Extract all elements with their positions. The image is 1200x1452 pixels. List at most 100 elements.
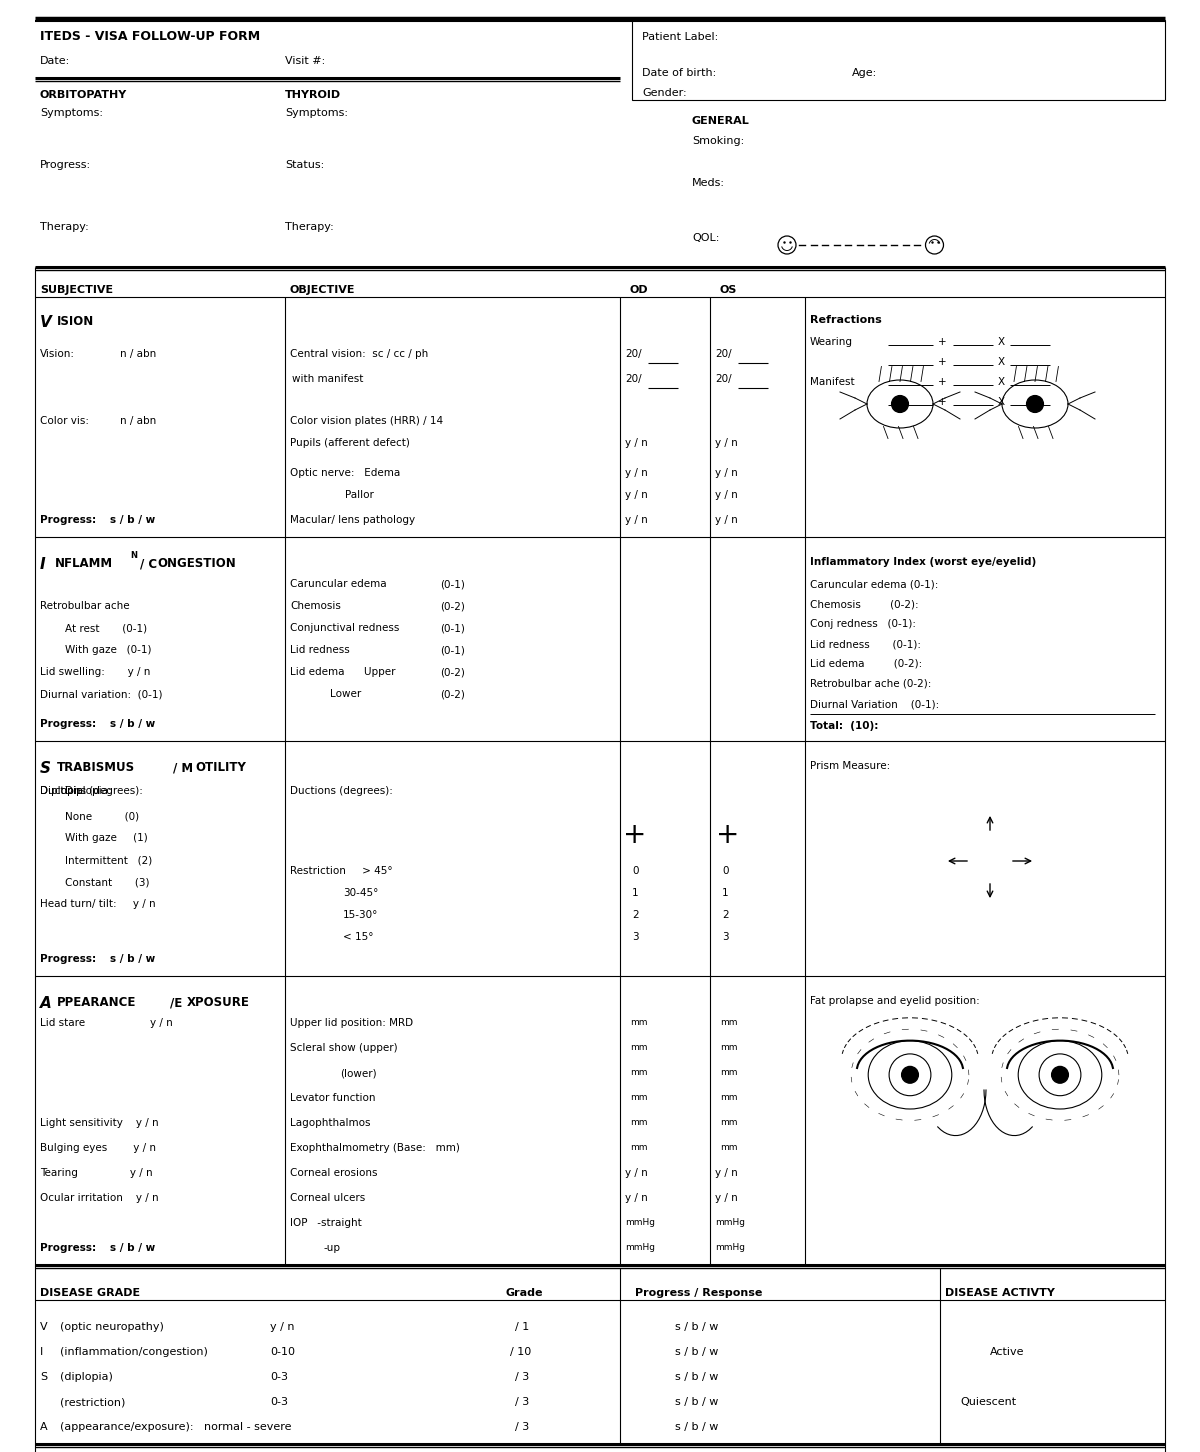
Text: Gender:: Gender: bbox=[642, 89, 686, 97]
Text: 3: 3 bbox=[632, 932, 638, 942]
Text: 0-3: 0-3 bbox=[270, 1397, 288, 1407]
Text: Therapy:: Therapy: bbox=[286, 222, 334, 232]
Text: Tearing                y / n: Tearing y / n bbox=[40, 1167, 152, 1178]
Text: Light sensitivity    y / n: Light sensitivity y / n bbox=[40, 1118, 158, 1128]
Text: mmHg: mmHg bbox=[625, 1218, 655, 1227]
Text: Lid stare: Lid stare bbox=[40, 1018, 85, 1028]
Text: ISION: ISION bbox=[58, 315, 95, 328]
Text: 0: 0 bbox=[722, 865, 728, 876]
Text: Quiescent: Quiescent bbox=[960, 1397, 1016, 1407]
Text: X: X bbox=[998, 396, 1006, 407]
Text: 30-45°: 30-45° bbox=[343, 889, 378, 897]
Text: V: V bbox=[40, 1321, 48, 1331]
Text: S: S bbox=[40, 761, 50, 775]
Text: Corneal ulcers: Corneal ulcers bbox=[290, 1194, 365, 1204]
Text: mm: mm bbox=[720, 1018, 738, 1027]
Text: y / n: y / n bbox=[625, 439, 648, 449]
Text: 20/: 20/ bbox=[715, 348, 732, 359]
Text: y / n: y / n bbox=[625, 1194, 648, 1204]
Text: Symptoms:: Symptoms: bbox=[286, 107, 348, 118]
Text: y / n: y / n bbox=[715, 489, 738, 499]
Text: mm: mm bbox=[630, 1093, 648, 1102]
Text: DISEASE GRADE: DISEASE GRADE bbox=[40, 1288, 140, 1298]
Text: (0-2): (0-2) bbox=[440, 666, 464, 677]
Text: (0-1): (0-1) bbox=[440, 645, 464, 655]
Text: OBJECTIVE: OBJECTIVE bbox=[290, 285, 355, 295]
Text: n / abn: n / abn bbox=[120, 348, 156, 359]
Text: mm: mm bbox=[720, 1118, 738, 1127]
Text: 0: 0 bbox=[632, 865, 638, 876]
Text: X: X bbox=[998, 378, 1006, 388]
Text: Symptoms:: Symptoms: bbox=[40, 107, 103, 118]
Text: Total:  (10):: Total: (10): bbox=[810, 722, 878, 730]
Text: ONGESTION: ONGESTION bbox=[157, 558, 235, 571]
Text: mm: mm bbox=[630, 1018, 648, 1027]
Text: Therapy:: Therapy: bbox=[40, 222, 89, 232]
Text: (0-2): (0-2) bbox=[440, 601, 464, 611]
Text: Pupils (afferent defect): Pupils (afferent defect) bbox=[290, 439, 410, 449]
Text: 2: 2 bbox=[722, 910, 728, 921]
Text: Progress / Response: Progress / Response bbox=[635, 1288, 762, 1298]
Text: / 3: / 3 bbox=[515, 1397, 529, 1407]
Text: 0-10: 0-10 bbox=[270, 1347, 295, 1358]
Text: 3: 3 bbox=[722, 932, 728, 942]
Text: 2: 2 bbox=[632, 910, 638, 921]
Text: Lower: Lower bbox=[330, 690, 361, 698]
Text: 1: 1 bbox=[632, 889, 638, 897]
Text: Optic nerve:   Edema: Optic nerve: Edema bbox=[290, 468, 401, 478]
Text: Ductions (degrees):: Ductions (degrees): bbox=[290, 786, 392, 796]
Text: Constant       (3): Constant (3) bbox=[65, 877, 150, 887]
Text: Date:: Date: bbox=[40, 57, 71, 65]
Text: S: S bbox=[40, 1372, 47, 1382]
Text: V: V bbox=[40, 315, 52, 330]
Text: Central vision:  sc / cc / ph: Central vision: sc / cc / ph bbox=[290, 348, 428, 359]
Text: Wearing: Wearing bbox=[810, 337, 853, 347]
Text: s / b / w: s / b / w bbox=[110, 954, 155, 964]
Text: Conj redness   (0-1):: Conj redness (0-1): bbox=[810, 619, 916, 629]
Text: / 3: / 3 bbox=[515, 1372, 529, 1382]
Text: 20/: 20/ bbox=[625, 375, 642, 383]
Text: mmHg: mmHg bbox=[715, 1243, 745, 1252]
Text: 1: 1 bbox=[722, 889, 728, 897]
Text: Restriction     > 45°: Restriction > 45° bbox=[290, 865, 392, 876]
Text: 0-3: 0-3 bbox=[270, 1372, 288, 1382]
Text: y / n: y / n bbox=[625, 468, 648, 478]
Text: Head turn/ tilt:     y / n: Head turn/ tilt: y / n bbox=[40, 899, 156, 909]
Text: PPEARANCE: PPEARANCE bbox=[58, 996, 137, 1009]
Text: y / n: y / n bbox=[625, 515, 648, 526]
Text: s / b / w: s / b / w bbox=[110, 515, 155, 526]
Text: +: + bbox=[938, 337, 947, 347]
Text: Lid redness: Lid redness bbox=[290, 645, 349, 655]
Text: Prism Measure:: Prism Measure: bbox=[810, 761, 890, 771]
Text: mm: mm bbox=[630, 1043, 648, 1053]
Circle shape bbox=[892, 395, 908, 412]
Text: Progress:: Progress: bbox=[40, 160, 91, 170]
Text: +: + bbox=[938, 378, 947, 388]
Text: Lid redness       (0-1):: Lid redness (0-1): bbox=[810, 639, 922, 649]
Text: N: N bbox=[130, 550, 137, 560]
Text: mmHg: mmHg bbox=[625, 1243, 655, 1252]
Text: None          (0): None (0) bbox=[65, 812, 139, 820]
Text: y / n: y / n bbox=[715, 515, 738, 526]
Text: / C: / C bbox=[140, 558, 157, 571]
Text: s / b / w: s / b / w bbox=[674, 1347, 719, 1358]
Text: Refractions: Refractions bbox=[810, 315, 882, 325]
Text: (optic neuropathy): (optic neuropathy) bbox=[60, 1321, 164, 1331]
Text: With gaze   (0-1): With gaze (0-1) bbox=[65, 645, 151, 655]
Text: Fat prolapse and eyelid position:: Fat prolapse and eyelid position: bbox=[810, 996, 979, 1006]
Circle shape bbox=[1027, 395, 1044, 412]
Text: Progress:: Progress: bbox=[40, 1243, 96, 1253]
Text: Ocular irritation    y / n: Ocular irritation y / n bbox=[40, 1194, 158, 1204]
Text: Corneal erosions: Corneal erosions bbox=[290, 1167, 378, 1178]
Text: Vision:: Vision: bbox=[40, 348, 74, 359]
Text: I: I bbox=[40, 558, 46, 572]
Text: Grade: Grade bbox=[505, 1288, 542, 1298]
Text: < 15°: < 15° bbox=[343, 932, 373, 942]
Text: with manifest: with manifest bbox=[292, 375, 364, 383]
Text: mm: mm bbox=[720, 1043, 738, 1053]
Text: +: + bbox=[938, 357, 947, 367]
Text: / M: / M bbox=[173, 761, 193, 774]
Text: / 10: / 10 bbox=[510, 1347, 532, 1358]
Text: ORBITOPATHY: ORBITOPATHY bbox=[40, 90, 127, 100]
Text: (appearance/exposure):   normal - severe: (appearance/exposure): normal - severe bbox=[60, 1422, 292, 1432]
